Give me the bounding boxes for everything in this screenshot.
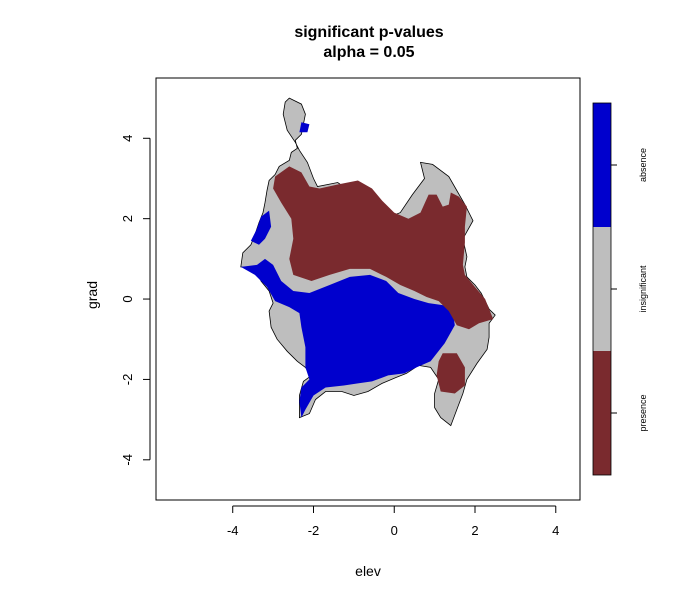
legend-label-absence: absence (638, 148, 648, 182)
region-absence-2 (250, 210, 272, 245)
y-tick-label: -2 (120, 374, 135, 386)
chart-subtitle: alpha = 0.05 (323, 44, 414, 61)
map-regions (240, 97, 496, 427)
legend-swatch-absence (593, 103, 611, 227)
y-tick-label: -4 (120, 454, 135, 466)
x-tick-label: 2 (471, 523, 478, 538)
region-presence-4 (273, 166, 494, 330)
y-tick-label: 2 (120, 215, 135, 222)
region-absence-3 (240, 258, 455, 418)
legend-swatch-presence (593, 351, 611, 475)
y-tick-label: 0 (120, 295, 135, 302)
y-axis: -4 -2 0 2 4 (120, 135, 151, 466)
legend-swatch-insignificant (593, 227, 611, 351)
y-axis-label: grad (84, 281, 100, 309)
region-presence-5 (436, 353, 465, 394)
x-axis-label: elev (355, 563, 381, 579)
chart-title: significant p-values (294, 24, 443, 41)
x-tick-label: -2 (308, 523, 320, 538)
region-absence-1 (299, 122, 310, 133)
y-tick-label: 4 (120, 135, 135, 142)
x-tick-label: 4 (552, 523, 559, 538)
plot-frame (155, 77, 581, 501)
legend-label-presence: presence (638, 394, 648, 431)
legend-frame (592, 102, 612, 476)
legend-colorbar: absence insignificant presence (592, 102, 648, 476)
x-tick-label: -4 (227, 523, 239, 538)
x-axis: -4 -2 0 2 4 (227, 505, 559, 538)
legend-label-insignificant: insignificant (638, 265, 648, 313)
x-tick-label: 0 (391, 523, 398, 538)
